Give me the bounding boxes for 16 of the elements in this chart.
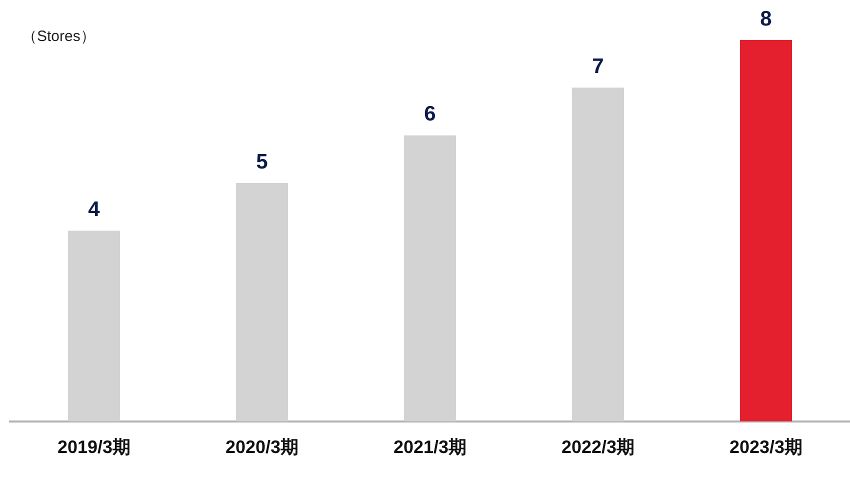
data-label: 8 <box>760 7 772 30</box>
data-label: 5 <box>256 150 268 174</box>
data-label: 7 <box>592 54 604 78</box>
data-label: 4 <box>88 198 100 221</box>
bar <box>740 40 792 422</box>
bar <box>236 183 288 422</box>
data-label: 6 <box>424 102 436 126</box>
x-tick-label: 2022/3期 <box>561 437 635 458</box>
x-tick-label: 2023/3期 <box>729 437 803 458</box>
x-tick-label: 2020/3期 <box>225 437 299 458</box>
y-axis-title: （Stores） <box>22 28 96 46</box>
x-tick-label: 2021/3期 <box>393 437 467 458</box>
bar <box>68 230 120 422</box>
bar <box>404 135 456 422</box>
x-tick-label: 2019/3期 <box>57 437 131 458</box>
bar <box>572 88 624 422</box>
